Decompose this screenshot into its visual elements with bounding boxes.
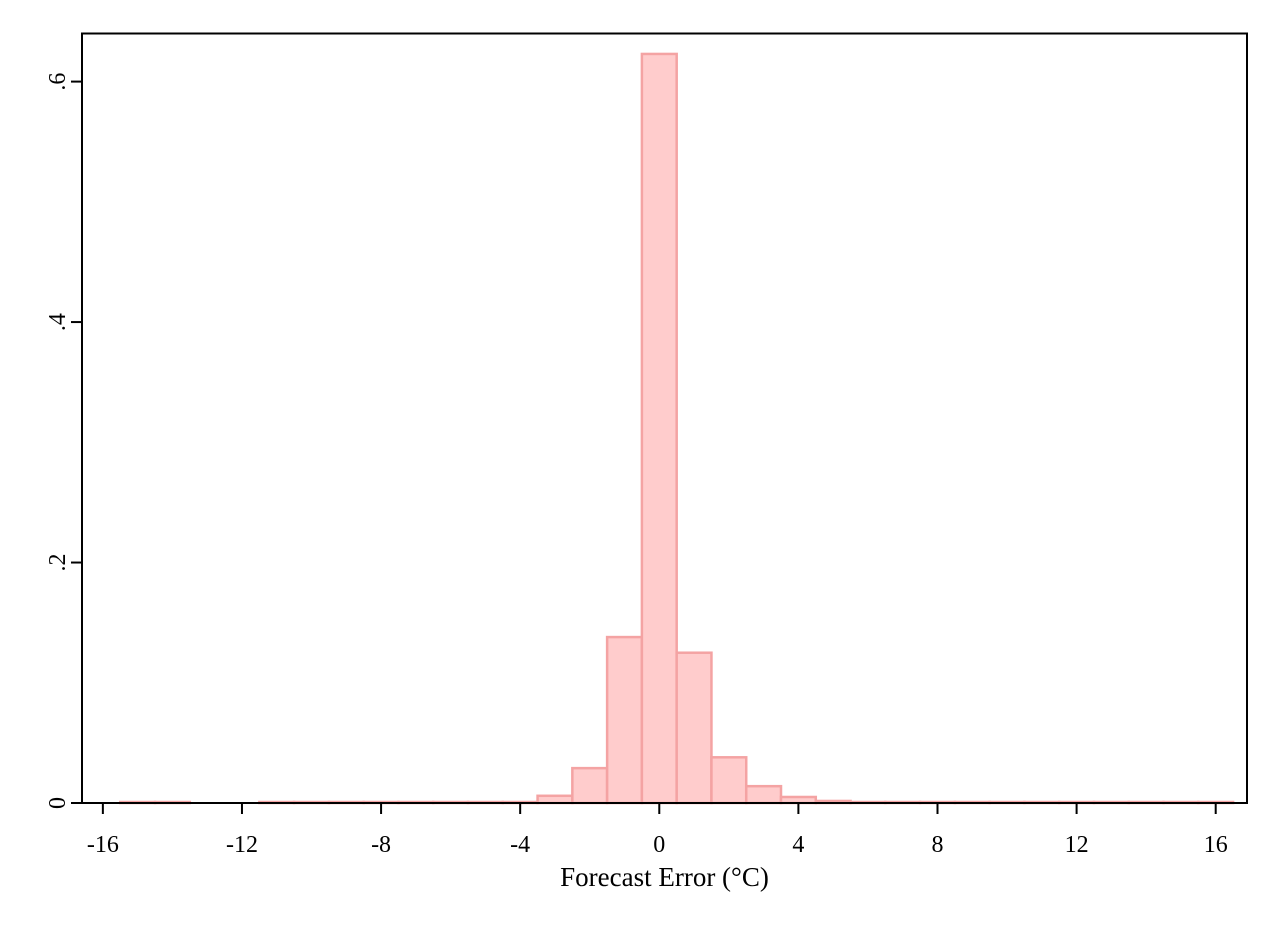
x-axis-title: Forecast Error (°C)	[560, 862, 769, 892]
x-tick-label: -8	[371, 832, 391, 858]
y-tick-label: 0	[45, 797, 71, 809]
y-tick-label: .4	[45, 313, 71, 331]
histogram-bar	[640, 52, 678, 805]
histogram-bar	[710, 756, 748, 805]
y-axis: 0 .2 .4 .6	[45, 73, 82, 809]
plot-frame	[81, 32, 1248, 804]
x-tick-label: 4	[792, 832, 804, 858]
histogram-bar	[536, 794, 574, 805]
histogram-bar	[744, 784, 783, 805]
histogram-bar	[675, 651, 713, 805]
y-tick-label: .6	[45, 73, 71, 91]
x-tick-label: -4	[510, 832, 530, 858]
y-tick-label: .2	[45, 554, 71, 572]
x-tick-label: 0	[653, 832, 665, 858]
histogram-bar	[571, 766, 609, 805]
x-tick-label: -16	[87, 832, 119, 858]
x-tick-label: 16	[1204, 832, 1228, 858]
x-axis: -16 -12 -8 -4 0 4 8 12 16	[87, 803, 1228, 858]
x-tick-label: 8	[931, 832, 943, 858]
x-tick-label: 12	[1065, 832, 1089, 858]
histogram-bar	[605, 635, 644, 805]
x-tick-label: -12	[226, 832, 258, 858]
